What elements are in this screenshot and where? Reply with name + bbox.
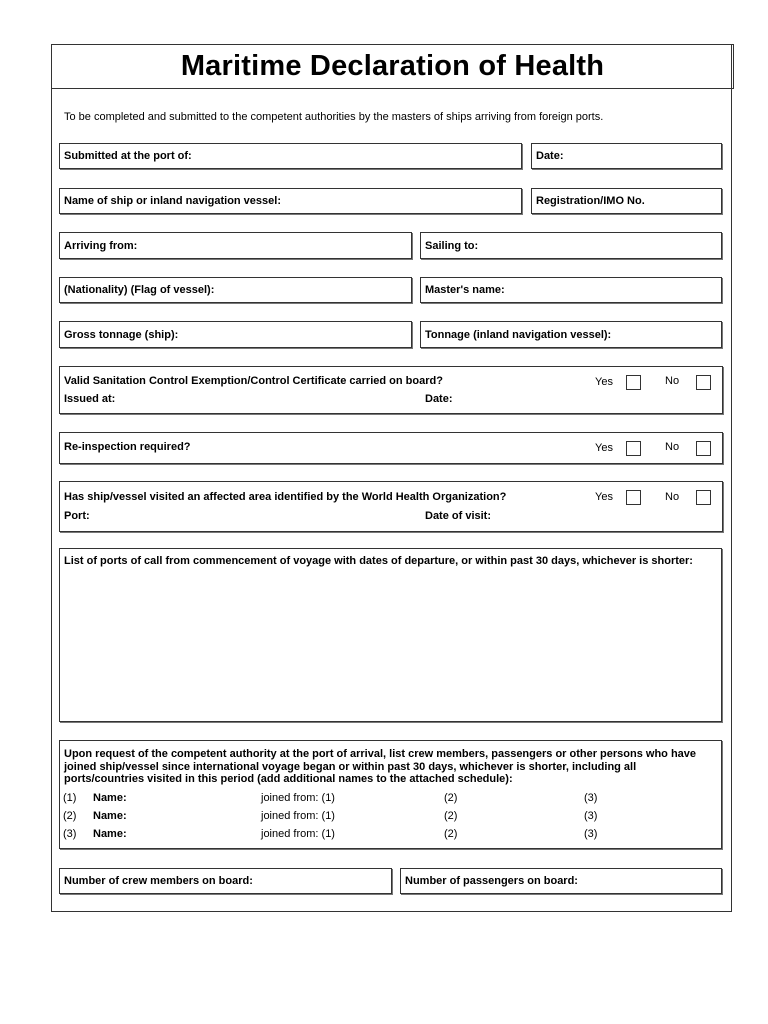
- reinspection-section: Re-inspection required? Yes No: [59, 432, 723, 464]
- nationality-field[interactable]: (Nationality) (Flag of vessel):: [59, 277, 412, 303]
- sanitation-question: Valid Sanitation Control Exemption/Contr…: [64, 375, 443, 387]
- port-label: Port:: [64, 510, 90, 522]
- affected-yes-label: Yes: [595, 491, 613, 503]
- date-field[interactable]: Date:: [531, 143, 722, 169]
- passenger-count-label: Number of passengers on board:: [405, 875, 578, 887]
- ports-of-call-label: List of ports of call from commencement …: [64, 555, 693, 567]
- port-3-label: (3): [584, 810, 598, 822]
- arriving-from-field[interactable]: Arriving from:: [59, 232, 412, 259]
- date-label: Date:: [536, 150, 564, 162]
- affected-yes-checkbox[interactable]: [626, 490, 641, 505]
- sanitation-no-checkbox[interactable]: [696, 375, 711, 390]
- reinspection-yes-label: Yes: [595, 442, 613, 454]
- port-2-label: (2): [444, 810, 458, 822]
- row-number: (2): [63, 810, 77, 822]
- sailing-to-label: Sailing to:: [425, 239, 479, 252]
- port-3-label: (3): [584, 828, 598, 840]
- master-name-label: Master's name:: [425, 284, 505, 296]
- title-box: Maritime Declaration of Health: [51, 44, 734, 89]
- row-number: (1): [63, 792, 77, 804]
- affected-area-section: Has ship/vessel visited an affected area…: [59, 481, 723, 532]
- name-label: Name:: [93, 792, 127, 804]
- reinspection-yes-checkbox[interactable]: [626, 441, 641, 456]
- tonnage-inland-label: Tonnage (inland navigation vessel):: [425, 328, 612, 341]
- tonnage-inland-field[interactable]: Tonnage (inland navigation vessel):: [420, 321, 722, 348]
- ports-of-call-field[interactable]: List of ports of call from commencement …: [59, 548, 722, 722]
- intro-text: To be completed and submitted to the com…: [64, 111, 604, 123]
- nationality-label: (Nationality) (Flag of vessel):: [64, 284, 215, 296]
- reinspection-no-checkbox[interactable]: [696, 441, 711, 456]
- reinspection-no-label: No: [665, 441, 680, 453]
- name-label: Name:: [93, 828, 127, 840]
- sanitation-yes-label: Yes: [595, 376, 613, 388]
- port-2-label: (2): [444, 828, 458, 840]
- registration-field[interactable]: Registration/IMO No.: [531, 188, 722, 214]
- date-of-visit-label: Date of visit:: [425, 510, 492, 522]
- arriving-from-label: Arriving from:: [64, 239, 138, 252]
- port-2-label: (2): [444, 792, 458, 804]
- crew-count-field[interactable]: Number of crew members on board:: [59, 868, 392, 894]
- row-number: (3): [63, 828, 77, 840]
- master-name-field[interactable]: Master's name:: [420, 277, 722, 303]
- issued-at-label: Issued at:: [64, 393, 116, 405]
- joined-from-label: joined from: (1): [261, 810, 335, 822]
- sanitation-yes-checkbox[interactable]: [626, 375, 641, 390]
- sailing-to-field[interactable]: Sailing to:: [420, 232, 722, 259]
- name-label: Name:: [93, 810, 127, 822]
- affected-no-label: No: [665, 491, 680, 503]
- gross-tonnage-label: Gross tonnage (ship):: [64, 328, 179, 341]
- ship-name-field[interactable]: Name of ship or inland navigation vessel…: [59, 188, 522, 214]
- persons-section: Upon request of the competent authority …: [59, 740, 722, 849]
- joined-from-label: joined from: (1): [261, 828, 335, 840]
- affected-area-question: Has ship/vessel visited an affected area…: [64, 491, 507, 503]
- sanitation-date-label: Date:: [425, 393, 453, 405]
- page-title: Maritime Declaration of Health: [180, 50, 605, 82]
- registration-label: Registration/IMO No.: [536, 195, 645, 207]
- reinspection-question: Re-inspection required?: [64, 441, 191, 453]
- submitted-port-label: Submitted at the port of:: [64, 150, 192, 162]
- passenger-count-field[interactable]: Number of passengers on board:: [400, 868, 722, 894]
- submitted-port-field[interactable]: Submitted at the port of:: [59, 143, 522, 169]
- persons-label: Upon request of the competent authority …: [64, 748, 697, 785]
- ship-name-label: Name of ship or inland navigation vessel…: [64, 195, 281, 207]
- gross-tonnage-field[interactable]: Gross tonnage (ship):: [59, 321, 412, 348]
- affected-no-checkbox[interactable]: [696, 490, 711, 505]
- joined-from-label: joined from: (1): [261, 792, 335, 804]
- crew-count-label: Number of crew members on board:: [64, 875, 253, 887]
- sanitation-section: Valid Sanitation Control Exemption/Contr…: [59, 366, 723, 414]
- sanitation-no-label: No: [665, 375, 680, 387]
- port-3-label: (3): [584, 792, 598, 804]
